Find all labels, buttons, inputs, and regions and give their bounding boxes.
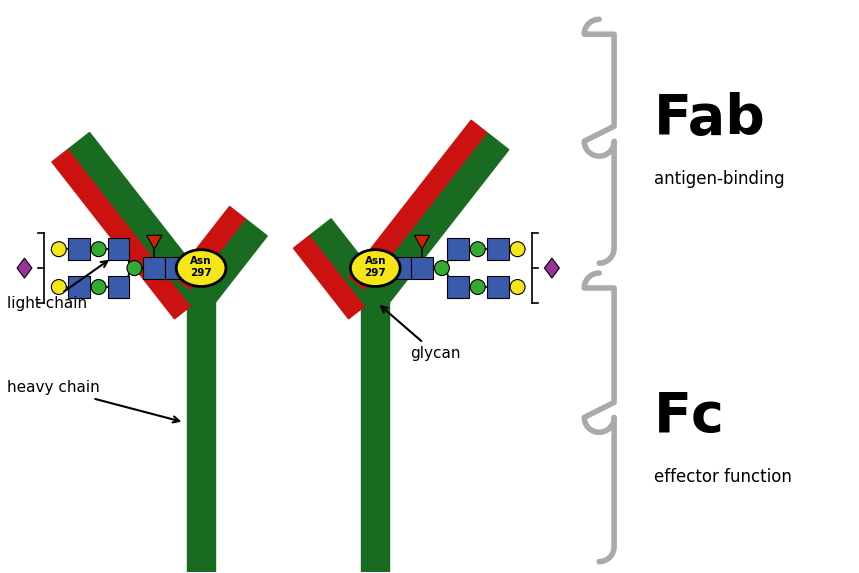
Bar <box>487 238 509 260</box>
Bar <box>391 257 413 279</box>
Circle shape <box>510 242 525 257</box>
Text: light chain: light chain <box>7 261 107 311</box>
Polygon shape <box>545 258 559 278</box>
Bar <box>107 276 130 298</box>
Polygon shape <box>309 219 387 307</box>
Text: Fc: Fc <box>654 390 725 445</box>
Polygon shape <box>17 258 32 278</box>
Ellipse shape <box>176 250 226 286</box>
Polygon shape <box>190 219 267 307</box>
Text: glycan: glycan <box>381 306 460 360</box>
Text: Fab: Fab <box>654 92 765 146</box>
Circle shape <box>91 242 106 257</box>
Text: Asn
297: Asn 297 <box>190 256 212 278</box>
Bar <box>68 276 89 298</box>
Polygon shape <box>364 132 509 307</box>
Polygon shape <box>187 298 215 573</box>
Bar <box>107 238 130 260</box>
Polygon shape <box>294 236 364 319</box>
Circle shape <box>52 280 66 295</box>
Circle shape <box>435 261 449 276</box>
Circle shape <box>470 280 485 295</box>
Text: heavy chain: heavy chain <box>7 380 180 422</box>
Text: effector function: effector function <box>654 468 792 486</box>
Ellipse shape <box>350 250 400 286</box>
Bar <box>447 238 469 260</box>
Circle shape <box>470 242 485 257</box>
Bar <box>487 276 509 298</box>
Bar <box>447 276 469 298</box>
Polygon shape <box>362 298 389 573</box>
Polygon shape <box>52 150 190 319</box>
Circle shape <box>52 242 66 257</box>
Polygon shape <box>349 120 487 289</box>
Bar <box>143 257 165 279</box>
Bar <box>68 238 89 260</box>
Polygon shape <box>414 236 430 249</box>
Text: Asn
297: Asn 297 <box>364 256 387 278</box>
Bar <box>411 257 433 279</box>
Circle shape <box>510 280 525 295</box>
Polygon shape <box>68 132 212 307</box>
Circle shape <box>127 261 142 276</box>
Polygon shape <box>147 236 162 249</box>
Text: antigen-binding: antigen-binding <box>654 170 784 187</box>
Bar <box>163 257 186 279</box>
Circle shape <box>91 280 106 295</box>
Polygon shape <box>174 206 246 289</box>
